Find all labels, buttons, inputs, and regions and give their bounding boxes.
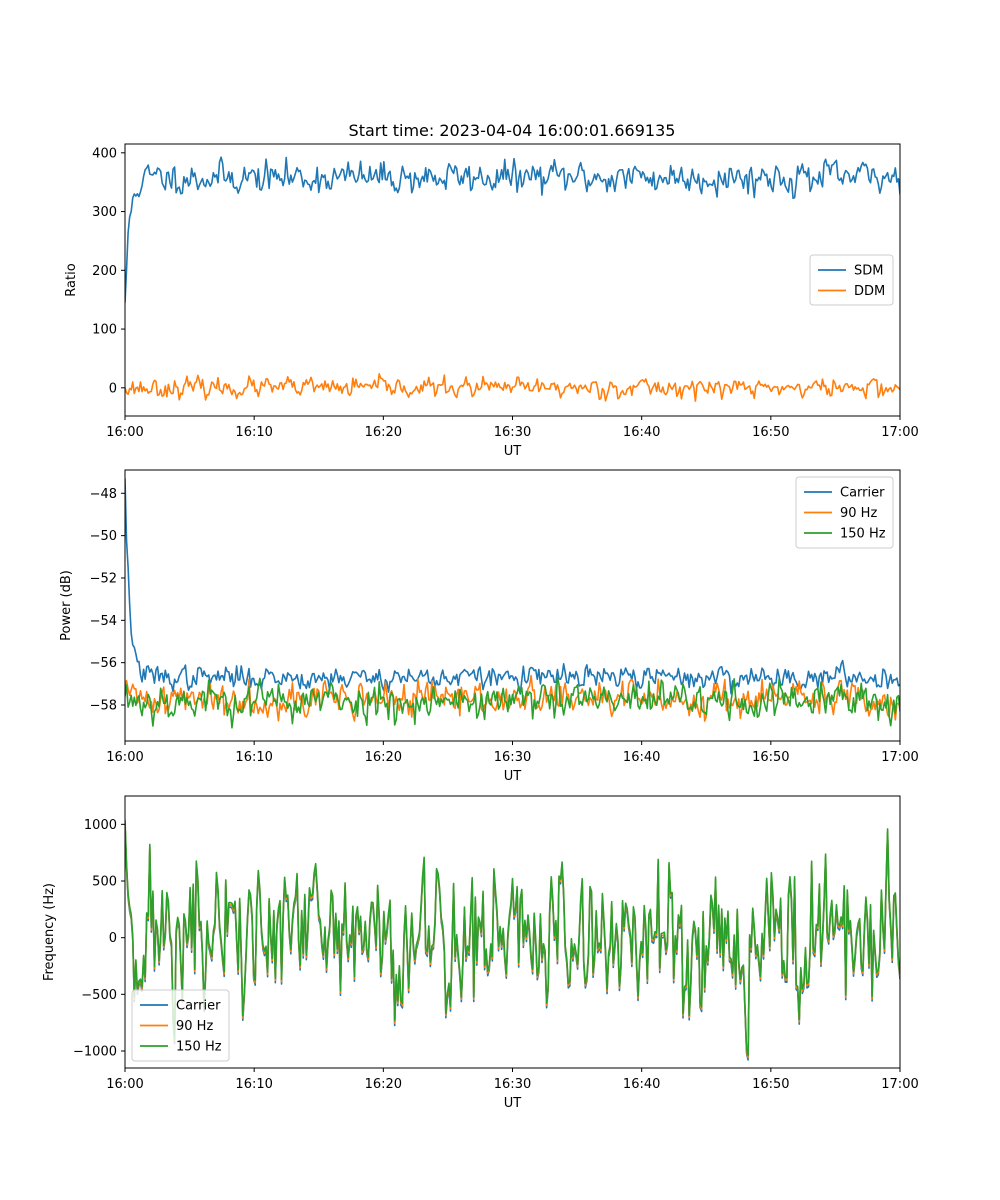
series-group	[125, 819, 900, 1061]
x-axis-label: UT	[504, 769, 522, 784]
x-tick-label: 17:00	[881, 750, 918, 765]
x-tick-label: 16:20	[365, 750, 402, 765]
legend-label: Carrier	[840, 486, 885, 501]
y-tick-label: 100	[92, 323, 117, 338]
x-axis-label: UT	[504, 444, 522, 459]
panel-3: 16:00 16:10 16:20 16:30 16:40 16:50 17:00 1000 5…	[42, 795, 919, 1111]
y-tick-label: 0	[109, 381, 117, 396]
legend: SDM DDM	[809, 254, 894, 306]
series-line-carrier	[125, 478, 900, 695]
x-tick-label: 17:00	[881, 425, 918, 440]
y-tick-label: −52	[90, 571, 117, 586]
x-tick-label: 16:50	[752, 425, 789, 440]
x-tick-label: 16:00	[106, 1077, 143, 1092]
series-line-150-hz	[125, 676, 900, 729]
y-tick-label: −1000	[73, 1045, 117, 1060]
y-tick-label: −50	[90, 529, 117, 544]
panels: 16:00 16:10 16:20 16:30 16:40 16:50 17:00 0 100 2…	[42, 143, 919, 1111]
x-tick-label: 16:10	[235, 750, 272, 765]
x-axis-label: UT	[504, 1096, 522, 1111]
legend: Carrier 90 Hz 150 Hz	[795, 476, 894, 549]
y-tick-label: −56	[90, 656, 117, 671]
y-axis-label: Frequency (Hz)	[42, 883, 57, 981]
legend-label: Carrier	[176, 999, 221, 1014]
series-line-150-hz	[125, 819, 900, 1057]
y-axis-label: Ratio	[64, 263, 79, 296]
legend-label: 90 Hz	[840, 506, 877, 521]
series-line-ddm	[125, 373, 900, 402]
x-tick-label: 16:20	[365, 425, 402, 440]
legend-label: 150 Hz	[176, 1040, 222, 1055]
chart-title: Start time: 2023-04-04 16:00:01.669135	[349, 121, 676, 140]
series-line-sdm	[125, 156, 900, 303]
series-group	[125, 478, 900, 729]
x-tick-label: 16:20	[365, 1077, 402, 1092]
x-tick-label: 16:40	[623, 1077, 660, 1092]
y-tick-label: 300	[92, 205, 117, 220]
y-axis-label: Power (dB)	[59, 570, 74, 641]
x-tick-label: 16:50	[752, 1077, 789, 1092]
legend: Carrier 90 Hz 150 Hz	[131, 989, 230, 1062]
x-tick-label: 16:30	[494, 1077, 531, 1092]
series-group	[125, 156, 900, 402]
x-tick-label: 16:40	[623, 750, 660, 765]
legend-box	[131, 989, 230, 1062]
x-tick-label: 16:30	[494, 425, 531, 440]
x-tick-label: 16:00	[106, 425, 143, 440]
panel-1: 16:00 16:10 16:20 16:30 16:40 16:50 17:00 0 100 2…	[64, 143, 919, 459]
legend-label: 150 Hz	[840, 527, 886, 542]
legend-box	[809, 254, 894, 306]
y-tick-label: 0	[109, 931, 117, 946]
x-tick-label: 16:10	[235, 1077, 272, 1092]
y-tick-label: 200	[92, 264, 117, 279]
legend-label: 90 Hz	[176, 1019, 213, 1034]
x-tick-label: 16:00	[106, 750, 143, 765]
x-tick-label: 16:40	[623, 425, 660, 440]
legend-box	[795, 476, 894, 549]
panel-2: 16:00 16:10 16:20 16:30 16:40 16:50 17:00 −48 −5…	[59, 469, 919, 784]
x-tick-label: 16:30	[494, 750, 531, 765]
y-tick-label: 1000	[84, 818, 117, 833]
y-tick-label: −500	[81, 988, 117, 1003]
x-tick-label: 17:00	[881, 1077, 918, 1092]
legend-label: SDM	[854, 264, 883, 279]
x-tick-label: 16:10	[235, 425, 272, 440]
legend-label: DDM	[854, 284, 885, 299]
y-tick-label: −48	[90, 487, 117, 502]
y-tick-label: 400	[92, 146, 117, 161]
y-tick-label: −58	[90, 699, 117, 714]
y-tick-label: −54	[90, 614, 117, 629]
y-tick-label: 500	[92, 875, 117, 890]
x-tick-label: 16:50	[752, 750, 789, 765]
